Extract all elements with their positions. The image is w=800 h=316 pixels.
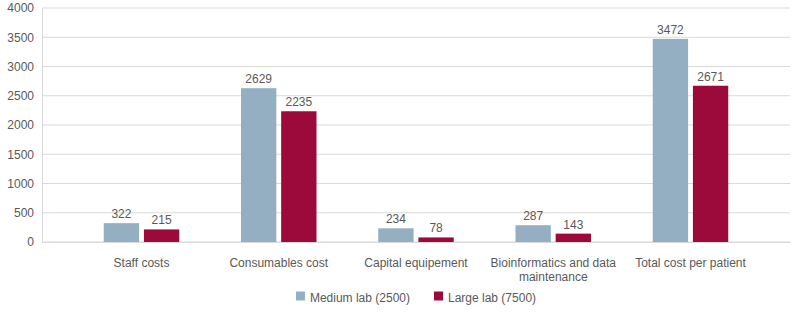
legend: Medium lab (2500) Large lab (7500): [296, 291, 536, 305]
chart: 0 500 1000 1500 2000 2500 3000 3500 4000 Staff co…: [0, 0, 800, 316]
bar: [693, 86, 728, 242]
data-label: 322: [111, 207, 131, 221]
x-axis: Staff costs Consumables cost Capital equip…: [43, 242, 791, 284]
x-tick-label-line: Bioinformatics and data: [491, 256, 617, 270]
y-tick: 3500: [7, 31, 42, 45]
bar: [281, 111, 316, 242]
y-tick-label: 1000: [7, 177, 34, 191]
bar: [104, 223, 139, 242]
bars: [104, 39, 728, 242]
y-tick-label: 2000: [7, 118, 34, 132]
legend-label: Large lab (7500): [448, 291, 536, 305]
bar: [516, 225, 551, 242]
y-axis-line: [42, 9, 43, 243]
bar-series: [104, 39, 688, 242]
x-tick-label: Capital equipement: [364, 256, 468, 270]
legend-entry: Large lab (7500): [434, 291, 536, 305]
y-tick: 2000: [7, 118, 42, 132]
data-label: 143: [563, 218, 583, 232]
grid-line: [42, 8, 790, 9]
data-label: 2629: [245, 72, 272, 86]
x-tick-label: Bioinformatics and datamaintenance: [491, 256, 617, 284]
grid-line: [42, 37, 790, 38]
y-tick: 1000: [7, 177, 42, 191]
x-tick-label: Consumables cost: [229, 256, 328, 270]
y-tick-label: 0: [27, 235, 34, 249]
x-tick: Staff costs: [114, 242, 170, 270]
data-label: 234: [386, 212, 406, 226]
legend-entry: Medium lab (2500): [296, 291, 410, 305]
y-tick-label: 4000: [7, 1, 34, 15]
x-tick: Consumables cost: [229, 242, 328, 270]
data-label: 2235: [285, 95, 312, 109]
y-axis: 0 500 1000 1500 2000 2500 3000 3500 4000: [7, 1, 42, 249]
x-tick-label: Staff costs: [114, 256, 170, 270]
data-label: 2671: [697, 70, 724, 84]
data-label: 3472: [657, 23, 684, 37]
legend-swatch: [296, 292, 305, 301]
y-tick-label: 3000: [7, 60, 34, 74]
grid: [42, 8, 790, 242]
y-tick: 0: [27, 235, 42, 249]
legend-swatch: [434, 292, 443, 301]
y-tick: 500: [14, 206, 42, 220]
y-tick-label: 3500: [7, 31, 34, 45]
bar: [378, 228, 413, 242]
y-tick-label: 2500: [7, 89, 34, 103]
x-tick-label-line: Consumables cost: [229, 256, 328, 270]
x-tick: Capital equipement: [364, 242, 468, 270]
x-tick-label-line: Capital equipement: [364, 256, 468, 270]
data-label: 78: [429, 221, 443, 235]
data-labels: 322 2629 234 287 3472 215 2235 78 143 2671: [111, 23, 724, 236]
y-tick: 3000: [7, 60, 42, 74]
x-tick-label: Total cost per patient: [635, 256, 746, 270]
bar: [653, 39, 688, 242]
bar: [556, 234, 591, 242]
bar: [144, 229, 179, 242]
bar: [241, 88, 276, 242]
bar: [418, 237, 453, 242]
bar-series: [144, 86, 728, 242]
x-axis-line: [43, 242, 791, 243]
x-tick-label-line: Staff costs: [114, 256, 170, 270]
y-tick-label: 500: [14, 206, 34, 220]
x-tick: Bioinformatics and datamaintenance: [491, 242, 617, 284]
x-tick-label-line: Total cost per patient: [635, 256, 746, 270]
legend-label: Medium lab (2500): [310, 291, 410, 305]
x-tick: Total cost per patient: [635, 242, 746, 270]
x-tick-label-line: maintenance: [519, 270, 588, 284]
y-tick-label: 1500: [7, 148, 34, 162]
y-tick: 4000: [7, 1, 42, 15]
y-tick: 2500: [7, 89, 42, 103]
data-label: 287: [523, 209, 543, 223]
y-tick: 1500: [7, 148, 42, 162]
data-label: 215: [152, 213, 172, 227]
